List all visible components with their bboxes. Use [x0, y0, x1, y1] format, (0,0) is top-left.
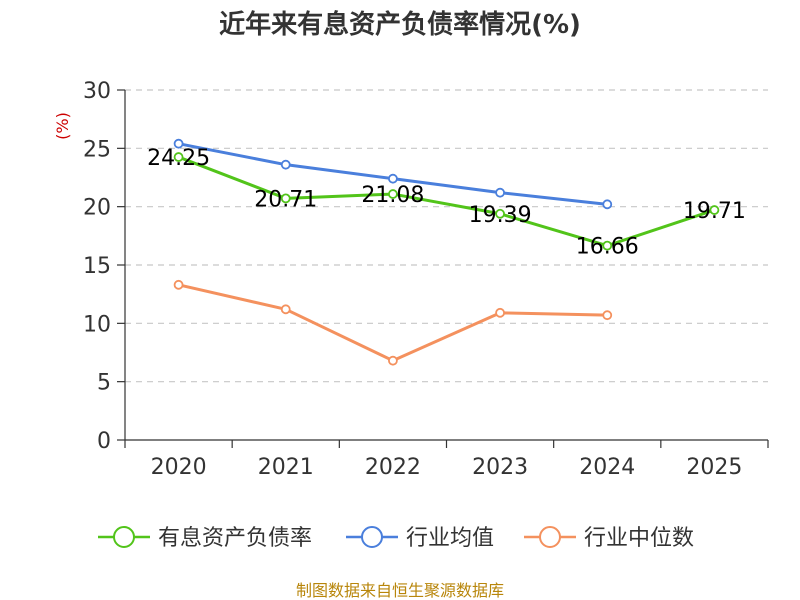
- y-tick-label: 5: [97, 371, 111, 396]
- y-tick-label: 20: [83, 196, 111, 221]
- y-tick-label: 15: [83, 254, 111, 279]
- data-point: [388, 189, 398, 199]
- legend-marker: [539, 526, 561, 548]
- data-point: [602, 310, 613, 321]
- data-point: [280, 193, 291, 204]
- data-label: 16.66: [576, 235, 639, 260]
- x-tick-label: 2022: [365, 455, 421, 480]
- data-label: 20.71: [254, 187, 317, 212]
- chart-title: 近年来有息资产负债率情况(%): [219, 9, 581, 40]
- x-tick-label: 2025: [686, 455, 742, 480]
- data-point: [495, 307, 505, 318]
- legend-marker: [113, 526, 135, 548]
- y-tick-label: 10: [83, 312, 111, 337]
- data-label: 24.25: [147, 146, 210, 171]
- data-label: 19.71: [683, 199, 746, 224]
- data-point: [280, 304, 291, 315]
- legend-label: 行业中位数: [584, 526, 694, 551]
- data-point: [388, 173, 398, 184]
- y-tick-label: 0: [97, 429, 111, 454]
- source-note: 制图数据来自恒生聚源数据库: [296, 581, 504, 600]
- y-tick-label: 30: [83, 79, 111, 104]
- data-point: [602, 240, 613, 251]
- data-point: [602, 199, 613, 210]
- data-point: [709, 205, 720, 215]
- data-point: [495, 208, 505, 219]
- data-point: [280, 159, 291, 170]
- data-point: [173, 138, 184, 149]
- data-point: [495, 187, 505, 198]
- data-point: [388, 355, 398, 366]
- y-axis-label: (%): [53, 112, 72, 140]
- series-line-0: [178, 155, 715, 248]
- legend-marker: [361, 526, 383, 548]
- x-tick-label: 2021: [258, 455, 314, 480]
- legend-label: 行业均值: [406, 526, 494, 551]
- data-point: [173, 279, 184, 290]
- data-label: 19.39: [469, 203, 532, 228]
- data-point: [173, 152, 184, 162]
- x-tick-label: 2024: [579, 455, 635, 480]
- legend-label: 有息资产负债率: [158, 526, 312, 551]
- x-tick-label: 2020: [151, 455, 207, 480]
- y-tick-label: 25: [83, 137, 111, 162]
- data-label: 21.08: [361, 183, 424, 208]
- x-tick-label: 2023: [472, 455, 528, 480]
